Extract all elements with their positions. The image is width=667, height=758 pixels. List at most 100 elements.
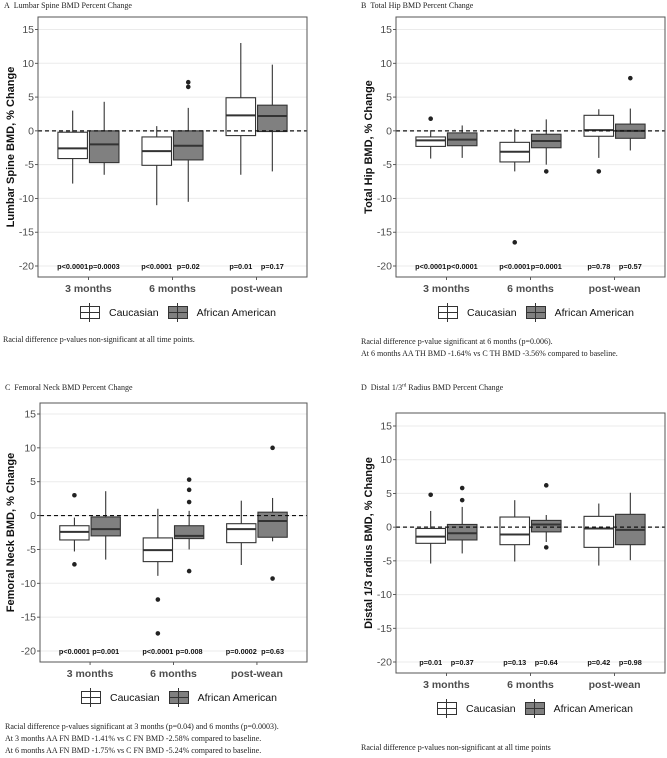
plot-border: [395, 412, 666, 674]
panel-C: 15 10 5 0 -5 -10 -15 -20 Femoral Neck BMD, % Cha…: [5, 402, 308, 680]
panel-title: A Lumbar Spine BMD Percent Change: [4, 1, 132, 10]
box-african-american-2: p=0.57: [615, 75, 646, 271]
legend-key-african-american: [524, 699, 545, 718]
outlier-point: [543, 545, 549, 550]
panel-letter: B: [361, 1, 367, 10]
p-value-label: p=0.001: [92, 647, 119, 656]
box-caucasian-1: p<0.0001: [141, 126, 172, 271]
p-value-label: p=0.0001: [531, 262, 562, 271]
p-value-label: p<0.0001: [447, 262, 478, 271]
y-tick-label: 10: [24, 442, 36, 454]
x-tick-label: post-wean: [231, 668, 283, 680]
box-iqr: [88, 130, 120, 164]
y-axis-label: Lumbar Spine BMD, % Change: [5, 67, 17, 228]
legend-key-caucasian: [81, 688, 101, 707]
box-iqr: [257, 104, 288, 133]
box-caucasian-0: p<0.0001: [59, 492, 90, 656]
panel-title-text: Total Hip BMD Percent Change: [370, 1, 474, 10]
box-iqr: [415, 136, 446, 147]
p-value-label: p<0.0001: [141, 262, 172, 271]
p-value-label: p=0.17: [261, 262, 284, 271]
box-iqr: [583, 515, 615, 548]
legend-label: African American: [196, 306, 276, 319]
y-tick-label: 5: [386, 488, 392, 500]
y-tick-label: 15: [22, 24, 34, 36]
p-value-label: p=0.01: [419, 658, 442, 667]
y-tick-label: -10: [377, 193, 392, 205]
box-caucasian-1: p=0.13: [499, 500, 531, 667]
plot-border: [395, 16, 666, 278]
outlier-point: [428, 492, 433, 498]
plot-border: [39, 402, 308, 663]
box-african-american-1: p=0.02: [172, 79, 204, 271]
x-tick-label: post-wean: [231, 283, 283, 295]
box-african-american-1: p=0.0001: [531, 119, 562, 271]
box-caucasian-2: p=0.01: [225, 43, 257, 271]
y-axis-label: Distal 1/3 radius BMD, % Change: [363, 457, 375, 629]
box-iqr: [225, 97, 257, 137]
x-tick-label: 6 months: [507, 283, 554, 295]
p-value-label: p<0.0001: [415, 262, 446, 271]
panel-title: B Total Hip BMD Percent Change: [361, 1, 473, 10]
y-tick-label: -5: [27, 544, 36, 556]
x-tick-label: 3 months: [423, 283, 470, 295]
legend-label: Caucasian: [467, 306, 517, 319]
caption-line: Racial difference p-values significant a…: [5, 722, 279, 731]
panel-title-text: Distal 1/3: [370, 383, 403, 392]
caption-line: Racial difference p-values non-significa…: [361, 743, 551, 752]
legend-key-african-american: [525, 303, 546, 322]
box-iqr: [583, 114, 615, 137]
outlier-point: [270, 445, 275, 451]
outlier-point: [155, 631, 161, 636]
p-value-label: p=0.0003: [89, 262, 120, 271]
y-tick-label: -10: [19, 193, 34, 205]
y-tick-label: 10: [380, 454, 392, 466]
panel-title: D Distal 1/3rd Radius BMD Percent Change: [361, 383, 503, 392]
legend-label: African American: [554, 306, 634, 319]
y-tick-label: 0: [386, 125, 392, 137]
box-iqr: [59, 525, 90, 541]
legend-label: Caucasian: [109, 306, 159, 319]
p-value-label: p<0.0001: [142, 647, 173, 656]
x-tick-label: 6 months: [149, 283, 196, 295]
box-african-american-0: p=0.37: [446, 485, 478, 667]
y-tick-label: 10: [380, 58, 392, 70]
p-value-label: p=0.78: [587, 262, 610, 271]
outlier-point: [72, 562, 77, 567]
legend: Caucasian African American: [437, 699, 642, 718]
box-african-american-1: p=0.008: [173, 477, 205, 656]
panel-D: 15 10 5 0 -5 -10 -15 -20 Distal 1/3 radius BMD, …: [363, 412, 666, 691]
box-african-american-0: p<0.0001: [447, 125, 478, 271]
outlier-point: [428, 116, 433, 121]
p-value-label: p=0.64: [535, 658, 559, 667]
box-african-american-2: p=0.17: [257, 64, 288, 271]
box-iqr: [257, 511, 288, 538]
y-tick-label: -15: [19, 227, 34, 239]
y-tick-label: 15: [380, 24, 392, 36]
y-tick-label: -20: [21, 646, 36, 658]
x-tick-label: 6 months: [150, 668, 197, 680]
p-value-label: p=0.02: [177, 262, 200, 271]
panel-title: C Femoral Neck BMD Percent Change: [5, 383, 133, 392]
legend-label: African American: [553, 702, 633, 715]
outlier-point: [155, 597, 161, 602]
panel-caption: Racial difference p-values non-significa…: [361, 742, 551, 754]
box-caucasian-0: p<0.0001: [57, 110, 88, 271]
y-tick-label: -15: [377, 623, 392, 635]
x-tick-label: post-wean: [589, 283, 641, 295]
y-tick-label: 0: [386, 522, 392, 534]
y-axis-label: Femoral Neck BMD, % Change: [5, 453, 17, 613]
y-tick-label: -20: [377, 657, 392, 669]
outlier-point: [543, 169, 549, 174]
y-tick-label: -10: [377, 589, 392, 601]
outlier-point: [270, 576, 275, 581]
panel-caption: Racial difference p-values non-significa…: [3, 334, 195, 346]
legend-label: African American: [197, 691, 277, 704]
p-value-label: p=0.57: [619, 262, 642, 271]
panel-title-superscript: rd: [402, 383, 407, 389]
y-tick-label: 0: [28, 125, 34, 137]
box-iqr: [57, 131, 88, 160]
box-caucasian-1: p<0.0001: [142, 508, 173, 656]
outlier-point: [543, 483, 549, 488]
